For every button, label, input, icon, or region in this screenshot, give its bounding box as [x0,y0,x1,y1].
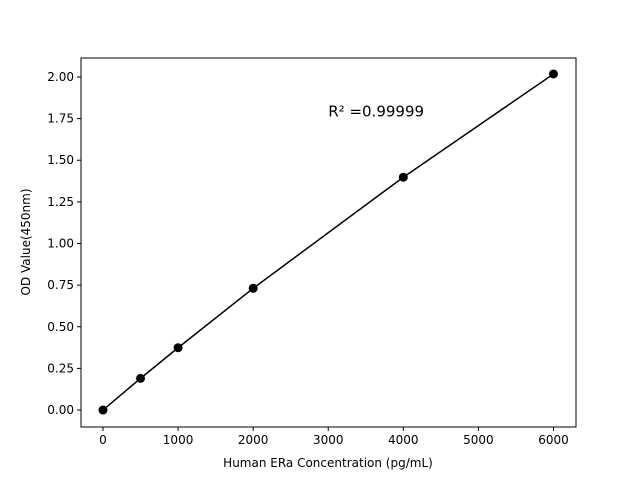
data-point [248,283,258,293]
y-tick-label: 1.25 [47,195,74,209]
x-tick-label: 2000 [238,433,269,447]
data-point [173,343,183,353]
y-tick-label: 0.75 [47,278,74,292]
data-point [136,373,146,383]
y-axis: 0.00 0.25 0.50 0.75 1.00 1.25 1.50 1.75 2.00 [47,70,81,417]
y-tick-label: 1.50 [47,153,74,167]
x-tick-label: 6000 [538,433,569,447]
y-tick-label: 2.00 [47,70,74,84]
r-squared-annotation: R² =0.99999 [328,102,424,120]
x-tick-label: 5000 [463,433,494,447]
data-point [548,69,558,79]
x-tick-label: 4000 [388,433,419,447]
y-tick-label: 0.00 [47,403,74,417]
y-tick-label: 0.50 [47,320,74,334]
series-group [98,69,558,415]
y-tick-label: 1.75 [47,112,74,126]
series-line [102,73,554,411]
y-axis-label: OD Value(450nm) [19,188,33,295]
y-tick-label: 0.25 [47,361,74,375]
data-point [398,172,408,182]
plot-area [80,57,577,428]
x-axis: 0 1000 2000 3000 4000 5000 6000 [99,427,569,447]
x-tick-label: 0 [99,433,107,447]
x-tick-label: 3000 [313,433,344,447]
x-tick-label: 1000 [163,433,194,447]
data-point [98,405,108,415]
x-axis-label: Human ERa Concentration (pg/mL) [223,456,433,470]
y-tick-label: 1.00 [47,236,74,250]
